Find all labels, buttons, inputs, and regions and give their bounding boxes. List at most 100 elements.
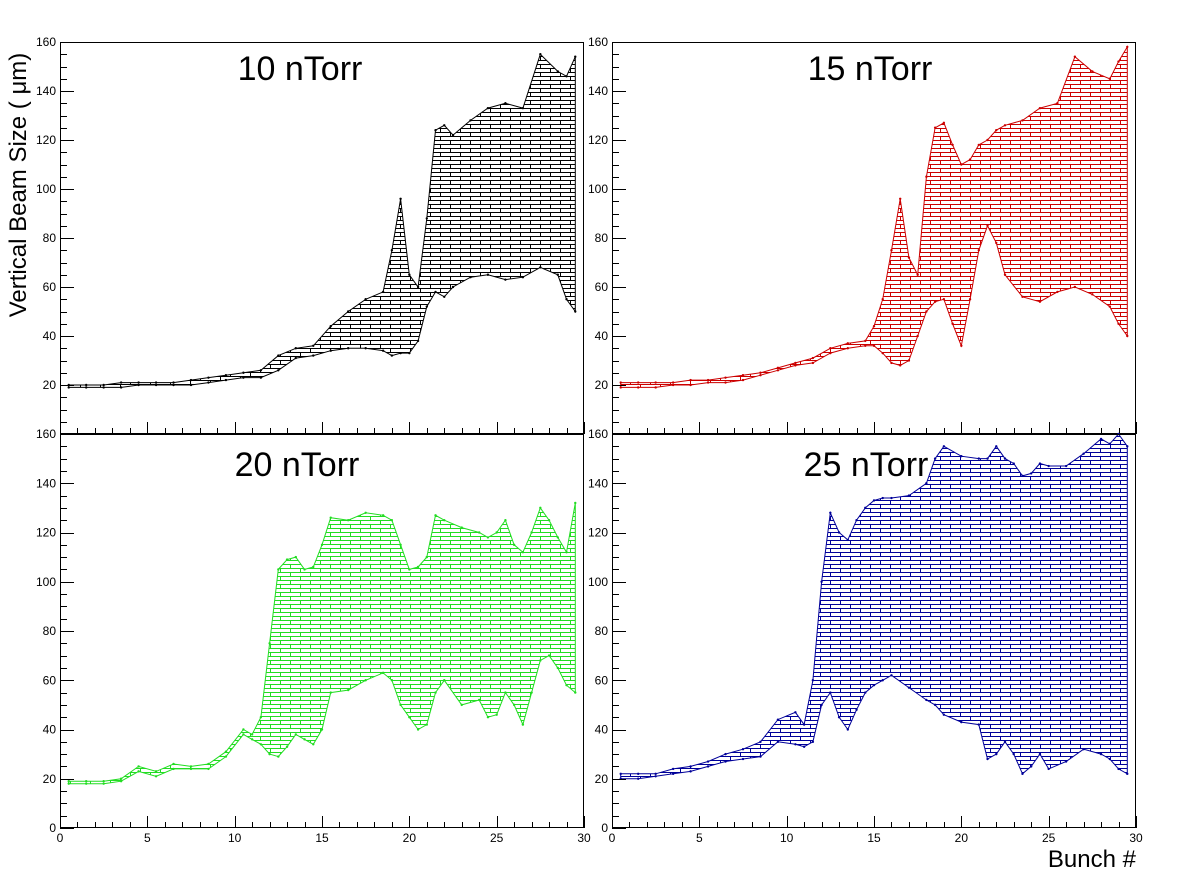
y-tick-label: 80	[595, 231, 609, 245]
upper-point	[460, 526, 463, 529]
lower-point	[654, 775, 657, 778]
upper-point	[977, 143, 980, 147]
x-tick-label: 10	[228, 831, 242, 845]
lower-point	[829, 691, 832, 694]
upper-point	[776, 366, 780, 370]
upper-point	[829, 347, 832, 350]
lower-point	[960, 720, 963, 724]
y-tick-label: 140	[36, 476, 56, 490]
lower-point	[294, 733, 297, 736]
lower-point	[67, 782, 70, 785]
lower-point	[1030, 765, 1033, 768]
y-tick-label: 20	[43, 378, 57, 392]
lower-point	[890, 361, 893, 365]
y-tick-label: 140	[588, 476, 608, 490]
lower-point	[565, 298, 568, 301]
upper-point	[1038, 462, 1042, 465]
lower-point	[899, 364, 902, 367]
lower-point	[986, 224, 989, 227]
upper-point	[495, 531, 498, 534]
upper-point	[933, 126, 937, 129]
upper-point	[933, 457, 937, 460]
upper-point	[1073, 55, 1077, 58]
lower-point	[189, 767, 193, 771]
lower-point	[224, 755, 228, 758]
upper-point	[530, 531, 533, 534]
lower-point	[846, 347, 849, 350]
lower-point	[434, 691, 437, 694]
lower-point	[364, 679, 367, 682]
lower-point	[811, 361, 815, 365]
lower-point	[277, 755, 280, 758]
upper-point	[102, 383, 105, 387]
lower-point	[486, 273, 490, 276]
upper-point	[189, 378, 193, 382]
lower-point	[504, 278, 507, 281]
upper-point	[907, 256, 911, 259]
panel-title: 20 nTorr	[235, 446, 360, 484]
lower-point	[619, 386, 622, 389]
upper-point	[724, 752, 727, 756]
lower-point	[1056, 290, 1059, 294]
y-tick-label: 160	[588, 35, 608, 49]
y-tick-label: 40	[43, 723, 57, 737]
upper-point	[1064, 464, 1068, 468]
upper-point	[399, 197, 402, 200]
upper-point	[381, 514, 385, 517]
lower-point	[1047, 767, 1050, 771]
lower-point	[995, 241, 998, 245]
upper-point	[119, 381, 123, 384]
upper-point	[154, 770, 158, 773]
lower-point	[776, 369, 780, 372]
lower-point	[399, 703, 402, 707]
upper-point	[320, 543, 324, 547]
upper-point	[390, 518, 394, 522]
lower-point	[689, 383, 692, 387]
x-tick-label: 30	[577, 831, 591, 845]
upper-point	[425, 555, 428, 559]
lower-point	[521, 723, 525, 726]
upper-point	[907, 494, 911, 497]
lower-point	[1108, 305, 1112, 308]
upper-point	[504, 102, 507, 105]
lower-point	[890, 674, 893, 677]
upper-point	[224, 374, 228, 377]
lower-point	[312, 354, 315, 357]
y-tick-label: 20	[595, 378, 609, 392]
upper-point	[478, 531, 481, 534]
lower-point	[119, 780, 123, 783]
upper-point	[416, 565, 420, 569]
lower-point	[512, 703, 516, 707]
lower-point	[469, 276, 472, 279]
upper-point	[960, 163, 963, 166]
panel-title: 10 nTorr	[238, 50, 363, 88]
lower-point	[381, 671, 385, 675]
lower-point	[1117, 322, 1120, 325]
upper-point	[811, 679, 815, 682]
lower-point	[811, 740, 815, 744]
lower-point	[960, 344, 963, 347]
lower-point	[416, 339, 420, 343]
upper-point	[512, 543, 516, 547]
upper-point	[434, 514, 437, 517]
upper-point	[364, 511, 367, 514]
upper-point	[329, 325, 332, 328]
upper-point	[925, 482, 928, 485]
lower-point	[855, 708, 858, 711]
lower-point	[759, 755, 762, 758]
x-tick-label: 10	[780, 831, 794, 845]
lower-point	[671, 383, 675, 387]
lower-point	[1073, 285, 1077, 289]
upper-point	[671, 767, 675, 771]
upper-point	[995, 445, 998, 448]
upper-point	[1003, 124, 1007, 127]
lower-point	[916, 334, 919, 338]
upper-point	[637, 381, 640, 384]
upper-point	[1082, 452, 1085, 455]
y-tick-label: 120	[36, 133, 56, 147]
lower-point	[67, 386, 70, 389]
upper-point	[172, 762, 175, 766]
upper-point	[329, 516, 332, 519]
x-tick-label: 15	[315, 831, 329, 845]
upper-point	[416, 285, 420, 289]
